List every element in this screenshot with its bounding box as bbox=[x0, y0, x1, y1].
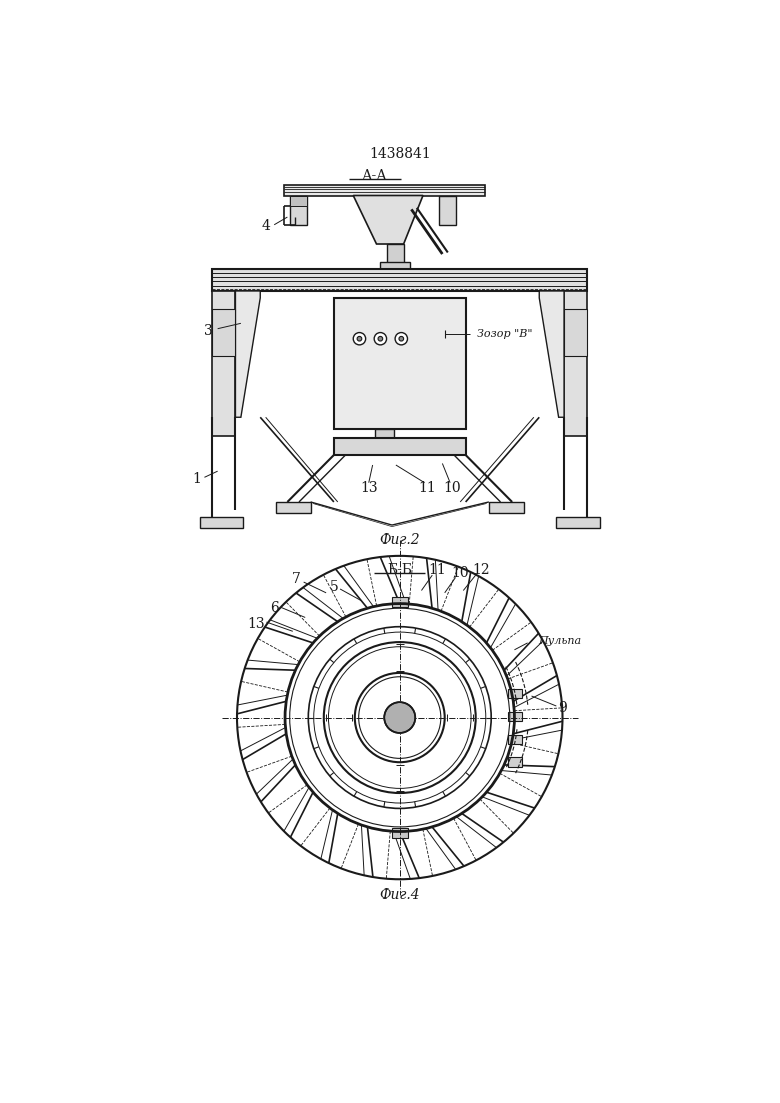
Bar bbox=[392, 598, 407, 607]
Bar bbox=[564, 291, 587, 436]
Bar bbox=[509, 758, 522, 767]
Bar bbox=[509, 735, 522, 743]
Bar bbox=[375, 429, 394, 438]
Bar bbox=[212, 291, 236, 436]
Text: 11: 11 bbox=[418, 481, 436, 495]
Text: 3: 3 bbox=[204, 324, 213, 338]
Bar bbox=[387, 244, 403, 266]
Circle shape bbox=[395, 333, 407, 345]
Text: 13: 13 bbox=[247, 617, 265, 631]
Text: Фиг.4: Фиг.4 bbox=[379, 888, 420, 901]
Circle shape bbox=[357, 336, 362, 341]
Text: 1: 1 bbox=[192, 472, 201, 485]
Bar bbox=[489, 502, 523, 513]
Bar bbox=[283, 184, 485, 195]
Text: 5: 5 bbox=[329, 580, 339, 593]
Text: 12: 12 bbox=[473, 563, 490, 577]
Circle shape bbox=[374, 333, 387, 345]
Circle shape bbox=[378, 336, 383, 341]
Text: Б-Б: Б-Б bbox=[387, 563, 413, 577]
Circle shape bbox=[353, 333, 366, 345]
Polygon shape bbox=[353, 195, 423, 244]
Text: Фиг.2: Фиг.2 bbox=[379, 534, 420, 547]
Bar bbox=[381, 261, 410, 269]
Text: А-А: А-А bbox=[362, 169, 388, 183]
Text: Зозор "В": Зозор "В" bbox=[477, 329, 533, 339]
Bar bbox=[438, 195, 456, 225]
Bar bbox=[334, 298, 466, 429]
Bar bbox=[334, 438, 466, 456]
Text: 10: 10 bbox=[452, 566, 469, 580]
Bar bbox=[289, 195, 307, 206]
Polygon shape bbox=[539, 291, 564, 417]
Bar bbox=[200, 517, 243, 528]
Bar bbox=[556, 517, 600, 528]
Text: 10: 10 bbox=[444, 481, 461, 495]
Bar bbox=[509, 689, 522, 698]
Bar bbox=[212, 310, 236, 355]
Text: 6: 6 bbox=[270, 601, 278, 615]
Bar bbox=[564, 310, 587, 355]
Text: Пульпа: Пульпа bbox=[537, 635, 581, 645]
Circle shape bbox=[399, 336, 403, 341]
Bar bbox=[212, 269, 587, 291]
Text: 11: 11 bbox=[428, 563, 446, 577]
Bar bbox=[509, 711, 522, 721]
Text: 1438841: 1438841 bbox=[369, 147, 431, 161]
Text: 9: 9 bbox=[558, 702, 567, 716]
Circle shape bbox=[385, 703, 415, 733]
Text: 4: 4 bbox=[262, 219, 271, 234]
Polygon shape bbox=[236, 291, 261, 417]
Bar bbox=[289, 195, 307, 225]
Bar bbox=[276, 502, 310, 513]
Text: 7: 7 bbox=[292, 572, 301, 586]
Text: 13: 13 bbox=[360, 481, 378, 495]
Bar bbox=[392, 828, 407, 837]
